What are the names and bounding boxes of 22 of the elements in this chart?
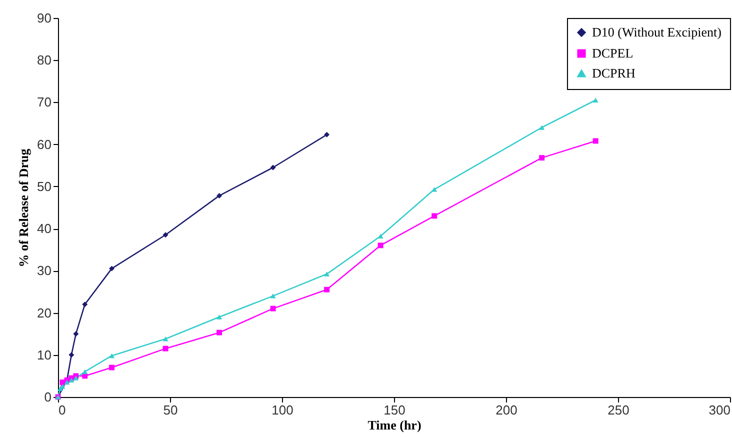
legend-label: DCPRH [592, 66, 636, 80]
y-tick-label: 40 [37, 221, 52, 236]
y-tick-label: 30 [37, 263, 52, 278]
y-tick-label: 60 [37, 136, 52, 152]
y-tick-label: 10 [37, 347, 52, 362]
x-tick-label: 0 [58, 402, 66, 418]
legend-label: D10 (Without Excipient) [592, 24, 722, 40]
x-axis-title: Time (hr) [368, 418, 422, 432]
x-tick-label: 250 [608, 402, 630, 418]
x-tick-label: 200 [496, 402, 518, 418]
x-tick-label: 300 [708, 402, 730, 418]
x-tick-label: 150 [384, 402, 406, 418]
y-tick-label: 80 [37, 52, 52, 68]
x-tick-label: 100 [272, 402, 294, 418]
legend-label: DCPEL [592, 46, 634, 60]
y-tick-label: 20 [37, 305, 52, 320]
y-axis-title: % of Release of Drug [16, 148, 32, 268]
y-tick-label: 70 [37, 94, 52, 110]
y-tick-label: 50 [37, 178, 52, 194]
x-tick-label: 50 [163, 402, 178, 418]
y-tick-label: 0 [44, 390, 52, 404]
y-tick-label: 90 [37, 10, 52, 26]
